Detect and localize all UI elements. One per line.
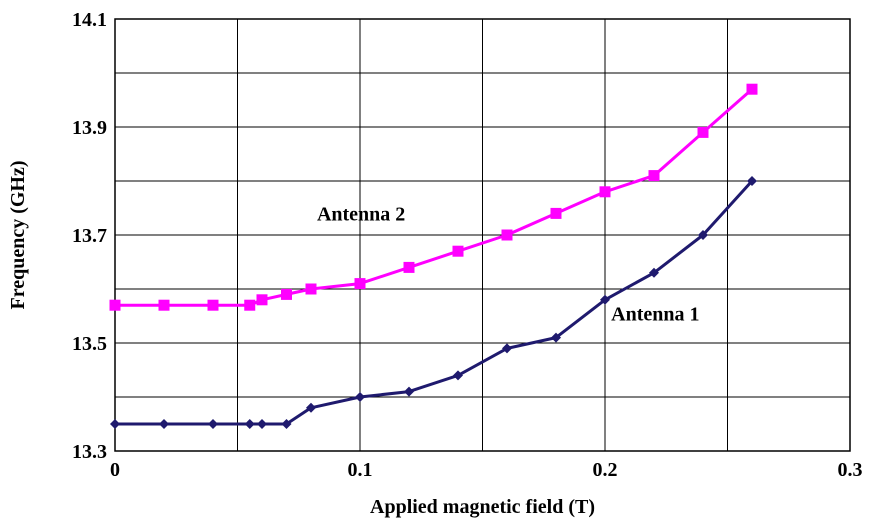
series-label-antenna-1: Antenna 1 [611, 303, 699, 325]
x-tick-label: 0.1 [348, 459, 373, 481]
y-tick-label: 13.7 [72, 225, 107, 247]
series-antenna-2 [109, 83, 758, 311]
data-point [257, 419, 267, 429]
data-point [256, 294, 268, 306]
data-point [403, 261, 415, 273]
y-axis-ticks: 13.3 13.5 13.7 13.9 14.1 [72, 9, 107, 463]
data-point [281, 419, 292, 429]
data-point [599, 186, 611, 198]
data-point [600, 294, 610, 305]
plot-frame [114, 18, 851, 452]
data-point [207, 299, 219, 311]
data-point [208, 419, 218, 429]
data-point [747, 176, 757, 186]
series-antenna-1 [110, 176, 757, 429]
data-point [551, 332, 561, 343]
data-point [158, 299, 170, 311]
x-tick-label: 0.2 [593, 459, 618, 481]
data-point [697, 126, 709, 138]
y-tick-label: 13.5 [72, 333, 107, 355]
grid [114, 18, 851, 452]
data-point [306, 402, 316, 413]
data-point [305, 283, 317, 295]
data-point [648, 170, 660, 182]
data-point [244, 299, 256, 311]
x-axis-title: Applied magnetic field (T) [370, 496, 595, 518]
data-point [159, 419, 169, 429]
y-tick-label: 14.1 [72, 9, 107, 31]
series-line-antenna-1 [115, 179, 754, 426]
data-point [698, 230, 708, 240]
series-line-antenna-2 [115, 88, 753, 307]
data-point [649, 267, 659, 278]
data-point [746, 83, 758, 95]
data-point [550, 207, 562, 219]
data-point [452, 245, 464, 257]
x-tick-label: 0 [110, 459, 120, 481]
data-point [110, 419, 120, 429]
data-point [501, 229, 513, 241]
data-point [453, 370, 463, 381]
data-point [404, 386, 414, 397]
data-point [109, 299, 121, 311]
data-point [281, 288, 292, 300]
data-point [354, 278, 366, 290]
x-axis-ticks: 0 0.1 0.2 0.3 [110, 459, 863, 481]
data-point [502, 343, 512, 354]
data-point [355, 392, 365, 402]
series-layer [109, 83, 758, 429]
x-tick-label: 0.3 [838, 459, 863, 481]
y-tick-label: 13.3 [72, 441, 107, 463]
series-label-antenna-2: Antenna 2 [317, 203, 405, 225]
data-point [244, 419, 255, 429]
y-tick-label: 13.9 [72, 117, 107, 139]
y-axis-title: Frequency (GHz) [7, 160, 29, 309]
